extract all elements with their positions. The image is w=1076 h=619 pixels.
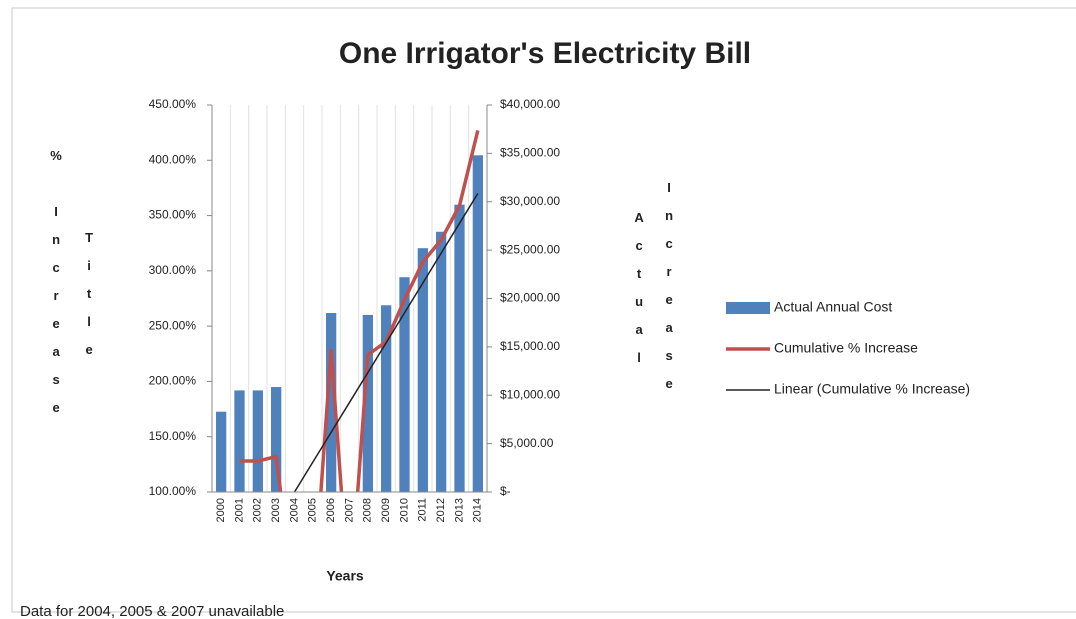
y-axis-label: % Increase bbox=[49, 148, 64, 428]
plot-area bbox=[216, 130, 483, 492]
x-tick-label: 2010 bbox=[398, 498, 410, 522]
x-tick-label: 2006 bbox=[325, 498, 337, 522]
x-tick-label: 2005 bbox=[307, 498, 319, 522]
y2-tick-label: $40,000.00 bbox=[500, 97, 560, 111]
legend-label: Actual Annual Cost bbox=[774, 299, 892, 315]
x-tick-label: 2007 bbox=[343, 498, 355, 522]
legend-label: Linear (Cumulative % Increase) bbox=[774, 381, 970, 397]
x-tick-label: 2011 bbox=[417, 498, 429, 522]
bar bbox=[234, 390, 245, 492]
bar bbox=[472, 155, 483, 492]
bar bbox=[381, 305, 392, 492]
x-tick-label: 2001 bbox=[233, 498, 245, 522]
legend-swatch bbox=[726, 302, 770, 314]
x-tick-label: 2002 bbox=[252, 498, 264, 522]
footnote: Data for 2004, 2005 & 2007 unavailable bbox=[20, 603, 284, 619]
bar bbox=[417, 248, 428, 492]
y-tick-label: 450.00% bbox=[149, 97, 197, 111]
y2-tick-label: $5,000.00 bbox=[500, 436, 554, 450]
bar bbox=[399, 277, 410, 492]
y-tick-label: 400.00% bbox=[149, 152, 197, 166]
y-tick-label: 350.00% bbox=[149, 208, 197, 222]
bar bbox=[454, 204, 465, 492]
legend-label: Cumulative % Increase bbox=[774, 340, 918, 356]
y2-tick-label: $25,000.00 bbox=[500, 242, 560, 256]
x-tick-label: 2013 bbox=[453, 498, 465, 522]
bar bbox=[326, 313, 337, 492]
chart-border bbox=[11, 7, 1076, 613]
x-axis-label: Years bbox=[326, 568, 364, 584]
y2-tick-label: $30,000.00 bbox=[500, 194, 560, 208]
x-tick-label: 2000 bbox=[215, 498, 227, 522]
y2-tick-label: $35,000.00 bbox=[500, 146, 560, 160]
trend-line bbox=[293, 193, 479, 492]
x-tick-label: 2008 bbox=[362, 498, 374, 522]
bar bbox=[436, 231, 447, 492]
y2-tick-label: $- bbox=[500, 484, 511, 498]
y2-tick-label: $10,000.00 bbox=[500, 387, 560, 401]
line bbox=[239, 130, 480, 492]
bar bbox=[362, 314, 373, 492]
bar bbox=[216, 411, 227, 492]
y-tick-label: 150.00% bbox=[149, 429, 197, 443]
y-tick-label: 100.00% bbox=[149, 484, 197, 498]
y-tick-label: 300.00% bbox=[149, 263, 197, 277]
y-axis-label: Title bbox=[82, 230, 97, 370]
y-tick-label: 250.00% bbox=[149, 318, 197, 332]
chart-title: One Irrigator's Electricity Bill bbox=[339, 37, 751, 70]
bar bbox=[252, 390, 263, 492]
x-tick-label: 2014 bbox=[472, 498, 484, 522]
y2-axis-label: Actual bbox=[632, 210, 647, 378]
x-tick-label: 2003 bbox=[270, 498, 282, 522]
bar bbox=[271, 387, 282, 492]
x-tick-label: 2004 bbox=[288, 498, 300, 522]
y-tick-label: 200.00% bbox=[149, 374, 197, 388]
x-tick-label: 2009 bbox=[380, 498, 392, 522]
y2-tick-label: $15,000.00 bbox=[500, 339, 560, 353]
x-tick-label: 2012 bbox=[435, 498, 447, 522]
y2-axis-label: Increase bbox=[662, 180, 677, 404]
y2-tick-label: $20,000.00 bbox=[500, 291, 560, 305]
